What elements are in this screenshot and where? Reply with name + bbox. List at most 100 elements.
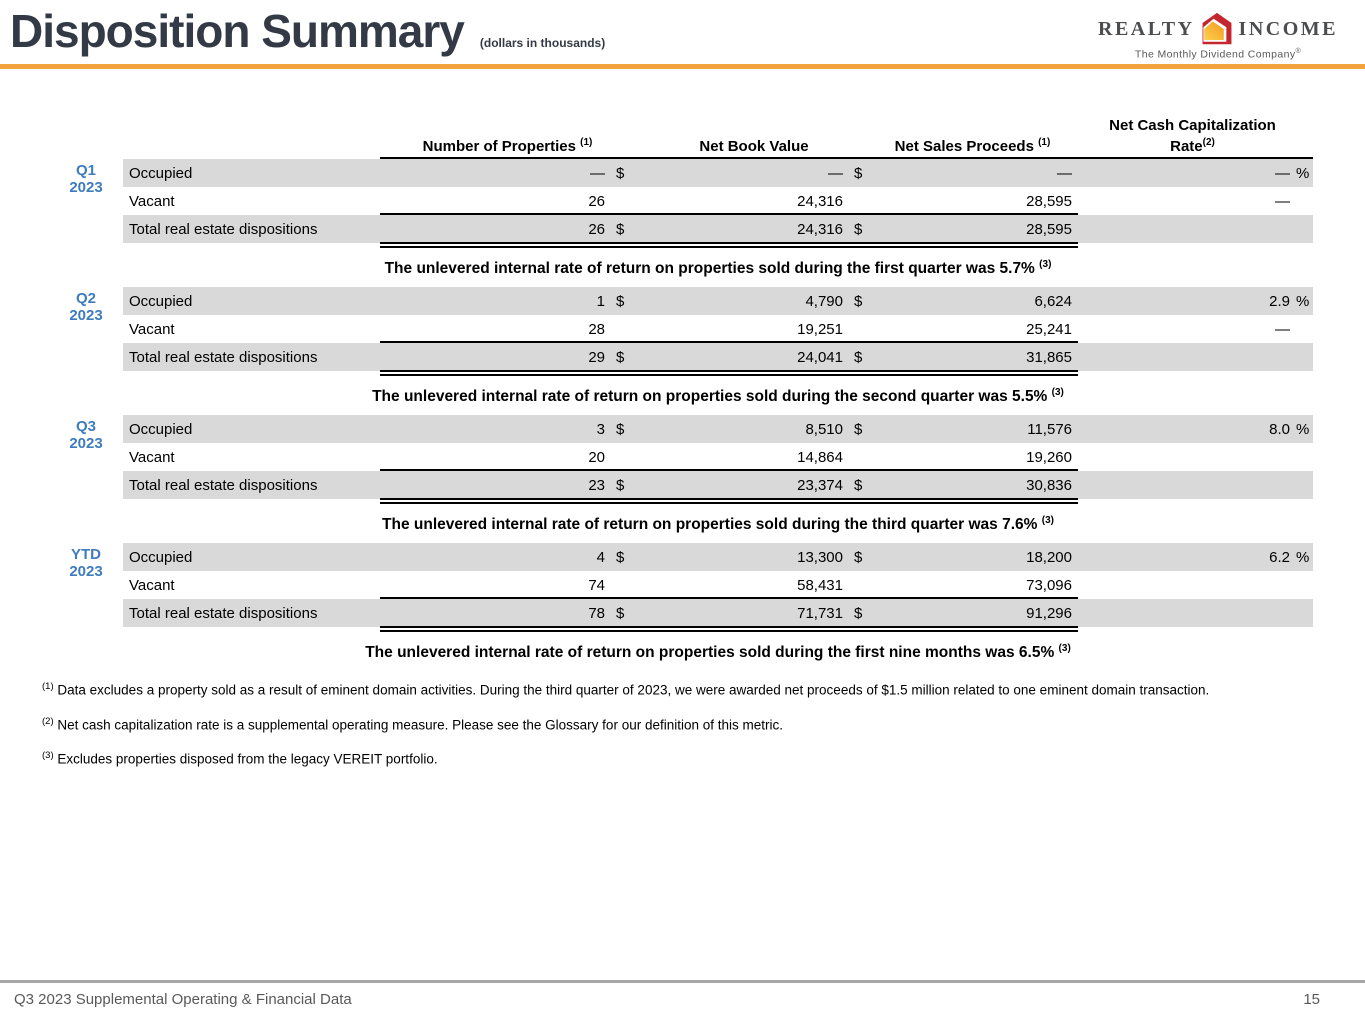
- realty-income-logo: REALTY INCOME The Monthly Dividend Compa…: [1098, 12, 1335, 61]
- footer-page-number: 15: [1303, 991, 1320, 1008]
- footnote-1: (1) Data excludes a property sold as a r…: [42, 681, 1210, 698]
- dollar-sign: $: [616, 220, 625, 238]
- row-label: Vacant: [129, 448, 175, 466]
- section-q2-2023: Q2 2023 Occupied 1 $ 4,790 $ 6,624 2.9 %…: [69, 287, 1313, 406]
- dollar-sign: $: [616, 292, 625, 310]
- period-label-q2: Q2 2023: [69, 290, 103, 325]
- cell-properties: 4: [596, 548, 605, 566]
- cell-cap-rate: —: [1275, 320, 1290, 338]
- table-row-vacant: Vacant 20 14,864 19,260: [123, 443, 1313, 471]
- dollar-sign: $: [616, 604, 625, 622]
- subtotal-rule: [380, 213, 1078, 215]
- total-double-rule: [380, 242, 1078, 250]
- table-row-total: Total real estate dispositions 29 $ 24,0…: [123, 343, 1313, 372]
- cell-cap-rate: —: [1275, 192, 1290, 210]
- cell-properties: 78: [588, 604, 605, 622]
- logo-word-income: INCOME: [1238, 17, 1338, 40]
- table-row-total: Total real estate dispositions 26 $ 24,3…: [123, 215, 1313, 243]
- period-label-q3: Q3 2023: [69, 418, 103, 453]
- cell-properties: 74: [588, 576, 605, 594]
- cell-net-book-value: 8,510: [805, 420, 843, 438]
- row-label: Occupied: [129, 164, 193, 182]
- table-row-total: Total real estate dispositions 78 $ 71,7…: [123, 599, 1313, 628]
- cell-net-book-value: 24,041: [797, 348, 843, 366]
- footnotes: (1) Data excludes a property sold as a r…: [42, 678, 1294, 782]
- cell-net-sales-proceeds: 28,595: [1026, 192, 1072, 210]
- cell-net-sales-proceeds: 19,260: [1026, 448, 1072, 466]
- total-double-rule: [380, 626, 1078, 634]
- col-header-net-cash-cap-rate: Net Cash Capitalization Rate(2): [1109, 117, 1276, 155]
- table-row-total: Total real estate dispositions 23 $ 23,3…: [123, 471, 1313, 500]
- dollar-sign: $: [616, 420, 625, 438]
- page-title: Disposition Summary: [10, 5, 465, 57]
- row-label: Occupied: [129, 548, 193, 566]
- cell-net-sales-proceeds: 18,200: [1026, 548, 1072, 566]
- cell-net-book-value: 58,431: [797, 576, 843, 594]
- irr-note-q3: The unlevered internal rate of return on…: [382, 515, 1054, 534]
- total-double-rule: [380, 498, 1078, 506]
- cell-net-sales-proceeds: 25,241: [1026, 320, 1072, 338]
- footer-divider: [0, 980, 1365, 983]
- dollar-sign: $: [854, 604, 863, 622]
- cell-net-sales-proceeds: 11,576: [1027, 420, 1072, 438]
- col-header-net-sales-proceeds: Net Sales Proceeds (1): [894, 137, 1051, 155]
- cell-properties: 28: [588, 320, 605, 338]
- cell-properties: 29: [588, 348, 605, 366]
- accent-divider: [0, 64, 1365, 69]
- footnote-2: (2) Net cash capitalization rate is a su…: [42, 715, 784, 733]
- page-header: Disposition Summary (dollars in thousand…: [10, 4, 605, 58]
- cell-net-sales-proceeds: —: [1057, 164, 1072, 182]
- cell-net-sales-proceeds: 31,865: [1026, 348, 1072, 366]
- section-q1-2023: Q1 2023 Occupied — $ — $ — — % Vacant 26…: [69, 159, 1313, 278]
- percent-sign: %: [1296, 164, 1310, 182]
- cell-properties: 23: [588, 476, 605, 494]
- cell-net-book-value: 13,300: [797, 548, 843, 566]
- cell-cap-rate: 6.2: [1269, 548, 1290, 566]
- irr-note-q1: The unlevered internal rate of return on…: [384, 259, 1052, 278]
- cell-net-book-value: 71,731: [797, 604, 843, 622]
- footnote-3: (3) Excludes properties disposed from th…: [42, 750, 438, 767]
- percent-sign: %: [1296, 548, 1310, 566]
- cell-properties: 26: [588, 220, 605, 238]
- col-header-number-of-properties: Number of Properties (1): [422, 137, 593, 155]
- cell-net-sales-proceeds: 6,624: [1034, 292, 1072, 310]
- total-double-rule: [380, 370, 1078, 378]
- table-row-vacant: Vacant 28 19,251 25,241 —: [123, 315, 1313, 343]
- period-label-ytd: YTD 2023: [69, 546, 103, 581]
- cell-net-sales-proceeds: 28,595: [1026, 220, 1072, 238]
- cell-net-book-value: —: [828, 164, 843, 182]
- dollar-sign: $: [616, 476, 625, 494]
- cell-net-sales-proceeds: 91,296: [1026, 604, 1072, 622]
- cell-cap-rate: 8.0: [1269, 420, 1290, 438]
- table-row-occupied: Occupied 3 $ 8,510 $ 11,576 8.0 %: [123, 415, 1313, 444]
- logo-word-realty: REALTY: [1098, 17, 1195, 40]
- row-label: Total real estate dispositions: [129, 220, 318, 238]
- cell-properties: —: [590, 164, 605, 182]
- section-q3-2023: Q3 2023 Occupied 3 $ 8,510 $ 11,576 8.0 …: [69, 415, 1313, 534]
- percent-sign: %: [1296, 292, 1310, 310]
- row-label: Total real estate dispositions: [129, 348, 318, 366]
- row-label: Vacant: [129, 320, 175, 338]
- table-row-vacant: Vacant 74 58,431 73,096: [123, 571, 1313, 599]
- dollar-sign: $: [854, 548, 863, 566]
- table-row-occupied: Occupied 4 $ 13,300 $ 18,200 6.2 %: [123, 543, 1313, 572]
- dollar-sign: $: [854, 164, 863, 182]
- cell-properties: 20: [588, 448, 605, 466]
- col-header-net-book-value: Net Book Value: [699, 138, 809, 155]
- dollar-sign: $: [854, 220, 863, 238]
- row-label: Total real estate dispositions: [129, 476, 318, 494]
- header-rule: [380, 157, 1313, 159]
- row-label: Occupied: [129, 292, 193, 310]
- dollar-sign: $: [854, 348, 863, 366]
- cell-net-book-value: 14,864: [797, 448, 843, 466]
- period-label-q1: Q1 2023: [69, 162, 103, 196]
- title-units-note: (dollars in thousands): [479, 36, 606, 50]
- row-label: Vacant: [129, 192, 175, 210]
- dollar-sign: $: [854, 476, 863, 494]
- dollar-sign: $: [854, 420, 863, 438]
- dollar-sign: $: [616, 164, 625, 182]
- footer-document-title: Q3 2023 Supplemental Operating & Financi…: [14, 991, 352, 1008]
- cell-properties: 26: [588, 192, 605, 210]
- cell-net-book-value: 24,316: [797, 192, 843, 210]
